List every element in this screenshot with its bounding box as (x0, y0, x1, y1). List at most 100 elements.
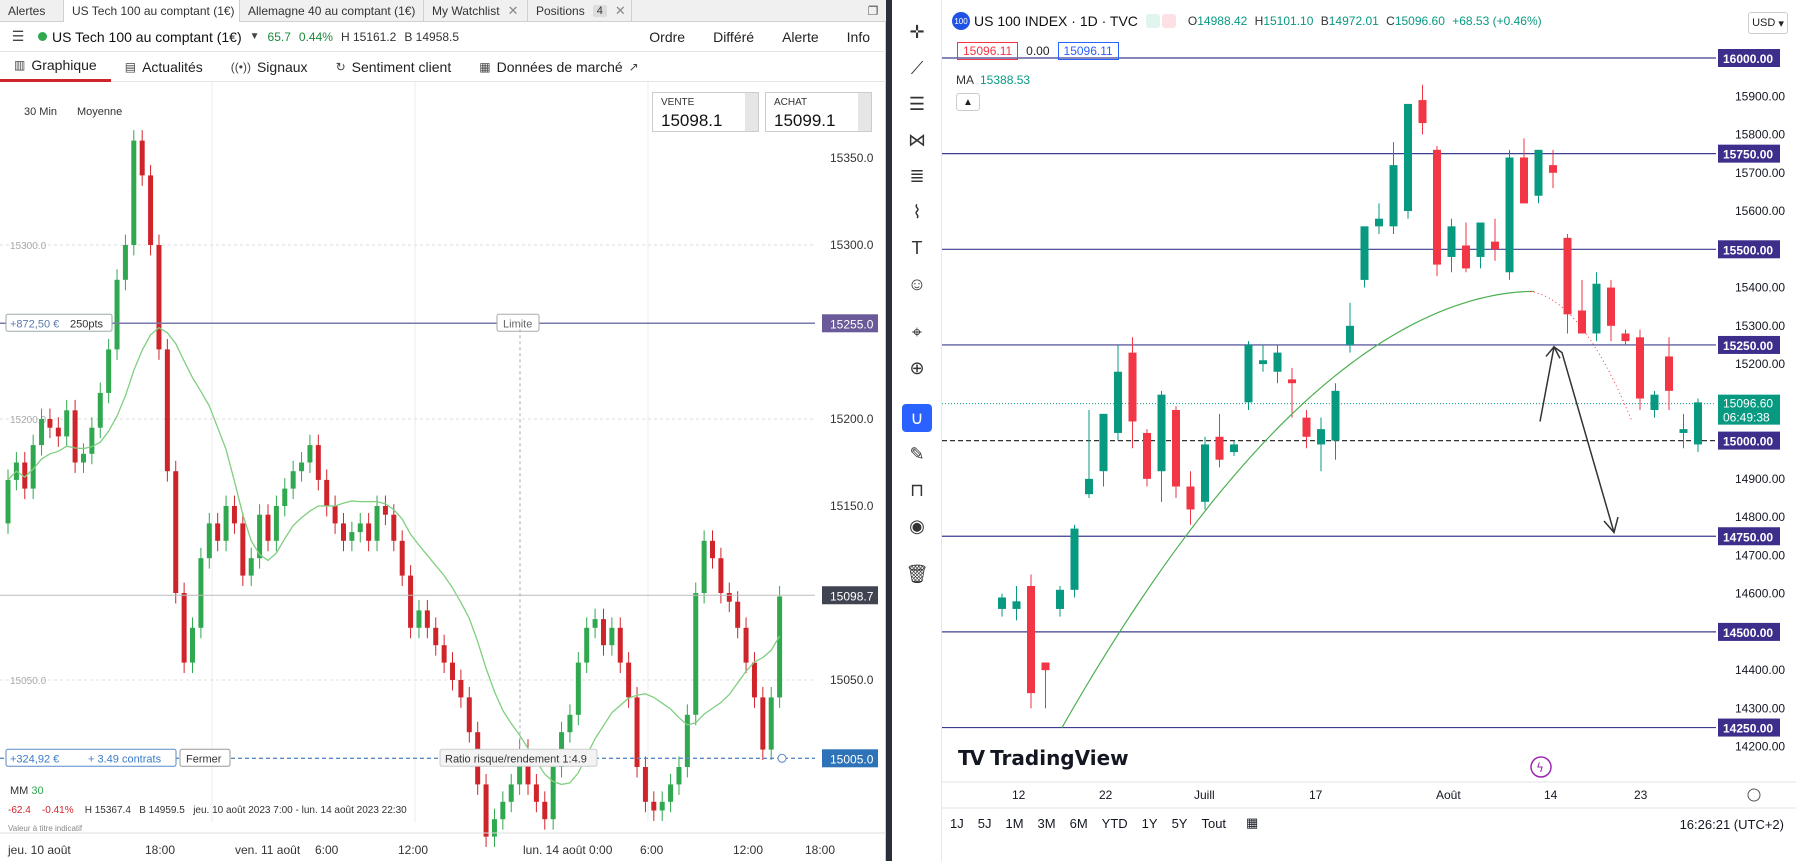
panel-divider[interactable] (886, 0, 892, 861)
magnet-icon[interactable]: ∪ (902, 404, 932, 432)
candle-body (651, 801, 657, 811)
level-tag (1718, 718, 1780, 737)
level-label: 15750.00 (1723, 148, 1773, 162)
candle-body (998, 597, 1006, 609)
eye-icon[interactable]: ◉ (909, 515, 925, 536)
candle-body (1679, 429, 1688, 433)
ma-legend[interactable]: MA 15388.53 (956, 73, 1031, 87)
chevron-down-icon[interactable]: ▼ (249, 31, 260, 42)
positions-count-badge: 4 (592, 5, 607, 17)
candle-body (39, 419, 45, 446)
text-icon[interactable]: T (911, 237, 923, 258)
tab-label: Alertes (8, 4, 46, 18)
x-axis-label: Août (1436, 788, 1461, 802)
x-axis-label: 12 (1012, 788, 1026, 802)
menu-icon[interactable]: ☰ (11, 28, 25, 44)
candle-body (500, 801, 506, 820)
range-1d[interactable]: 1J (950, 815, 964, 831)
y-tick-label: 14300.00 (1735, 701, 1785, 715)
tab-graphique[interactable]: ▥ Graphique (0, 52, 111, 82)
tab-actualites[interactable]: ▤ Actualités (111, 52, 217, 82)
clock[interactable]: 16:26:21 (UTC+2) (1679, 817, 1784, 832)
candle-body (450, 662, 456, 680)
tab-watchlist[interactable]: My Watchlist ✕ (424, 0, 528, 22)
range-3m[interactable]: 3M (1037, 815, 1056, 831)
tradingview-logo[interactable]: 𝗧𝗩 TradingView (958, 746, 1129, 770)
tab-label: US Tech 100 au comptant (1€) (72, 4, 235, 18)
crosshair-icon[interactable]: ✛ (909, 21, 925, 42)
tab-donnees-marche[interactable]: ▦ Données de marché ↗ (465, 52, 658, 82)
sell-bar (745, 93, 758, 131)
instrument-name[interactable]: US Tech 100 au comptant (1€) (52, 28, 242, 45)
sell-quote[interactable]: VENTE 15098.1 (652, 92, 759, 132)
buy-bar (858, 93, 871, 131)
pencil-lock-icon[interactable]: ✎ (909, 443, 925, 464)
emoji-icon[interactable]: ☺ (907, 273, 927, 294)
restore-window-icon[interactable]: ❐ (867, 3, 879, 18)
calendar-icon[interactable]: ▦ (1246, 815, 1259, 830)
tab-label: Allemagne 40 au comptant (1€) (248, 4, 416, 18)
brush-icon[interactable]: ⌇ (912, 201, 922, 222)
tradingview-panel: ✛ ⟋ ☰ ⋈ ≣ ⌇ T ☺ ⌖ ⊕ ∪ ✎ ⊓ ◉ 🗑 15900.00 15… (892, 0, 1796, 861)
candle-body (223, 506, 229, 541)
pattern-icon[interactable]: ⋈ (908, 129, 926, 150)
tab-positions[interactable]: Positions 4 ✕ (528, 0, 632, 22)
trash-icon[interactable]: 🗑 (905, 563, 929, 584)
y-tick-label: 15600.00 (1735, 204, 1785, 218)
zoom-icon[interactable]: ⊕ (909, 357, 925, 378)
close-icon[interactable]: ✕ (507, 3, 519, 18)
range-ytd[interactable]: YTD (1101, 815, 1128, 831)
timeframe-label[interactable]: 30 Min (24, 106, 58, 118)
candle-body (1114, 371, 1122, 433)
candle-body (1331, 390, 1340, 441)
collapse-legend-button[interactable]: ▲ (956, 93, 980, 111)
chart-title[interactable]: US 100 INDEX · 1D · TVC (974, 13, 1138, 29)
tab-signaux[interactable]: ((•)) Signaux (217, 52, 322, 82)
range-1y[interactable]: 1Y (1141, 815, 1158, 831)
sell-chip[interactable]: 15096.11 (957, 42, 1019, 60)
tab-alertes[interactable]: Alertes (0, 0, 64, 22)
candle-body (80, 453, 86, 463)
candle-body (164, 349, 170, 472)
candle-body (22, 462, 28, 489)
left-chart[interactable]: 15350.0 15300.0 15200.0 15150.0 15050.0 15300… (0, 82, 886, 861)
range-5d[interactable]: 5J (977, 815, 992, 831)
x-axis-label: 12:00 (398, 843, 428, 857)
differe-button[interactable]: Différé (713, 28, 755, 45)
current-price: 15096.60 (1723, 397, 1773, 411)
y-tick-label: 15150.0 (830, 499, 874, 513)
fib-icon[interactable]: ≣ (909, 165, 925, 186)
tab-allemagne-40[interactable]: Allemagne 40 au comptant (1€)✕ (240, 0, 424, 22)
currency-select[interactable]: USD ▾ (1748, 12, 1788, 34)
candle-body (1288, 379, 1296, 384)
range-1m[interactable]: 1M (1005, 815, 1024, 831)
trendline-icon[interactable]: ⟋ (910, 57, 924, 78)
candle-body (609, 627, 615, 646)
news-icon: ▤ (124, 59, 137, 74)
forecast-arrow (1539, 345, 1615, 533)
candle-body (743, 627, 749, 663)
horizontal-lines-icon[interactable]: ☰ (908, 93, 926, 114)
ordre-button[interactable]: Ordre (649, 28, 686, 45)
candle-body (684, 714, 690, 767)
tab-sentiment[interactable]: ↻ Sentiment client (322, 52, 466, 82)
current-price-tag (822, 586, 878, 605)
range-6m[interactable]: 6M (1069, 815, 1088, 831)
buy-quote[interactable]: ACHAT 15099.1 (765, 92, 872, 132)
buy-chip[interactable]: 15096.11 (1057, 42, 1119, 60)
lock-icon[interactable]: ⊓ (909, 479, 925, 500)
range-5y[interactable]: 5Y (1171, 815, 1188, 831)
right-chart[interactable]: 15900.00 15800.00 15700.00 15600.00 15400.00… (942, 0, 1796, 861)
tab-us-tech-100[interactable]: US Tech 100 au comptant (1€)✕ (64, 0, 240, 22)
candle-body (693, 593, 699, 715)
mode-label[interactable]: Moyenne (77, 106, 123, 118)
info-button[interactable]: Info (846, 28, 870, 45)
candle-body (1157, 394, 1166, 472)
close-icon[interactable]: ✕ (614, 3, 626, 18)
y-tick-label: 15800.00 (1735, 128, 1785, 142)
drawing-toolbar: ✛ ⟋ ☰ ⋈ ≣ ⌇ T ☺ ⌖ ⊕ ∪ ✎ ⊓ ◉ 🗑 (892, 0, 942, 861)
alerte-button[interactable]: Alerte (782, 28, 819, 45)
candle-body (458, 680, 464, 698)
ruler-icon[interactable]: ⌖ (911, 321, 923, 342)
range-all[interactable]: Tout (1201, 815, 1227, 831)
